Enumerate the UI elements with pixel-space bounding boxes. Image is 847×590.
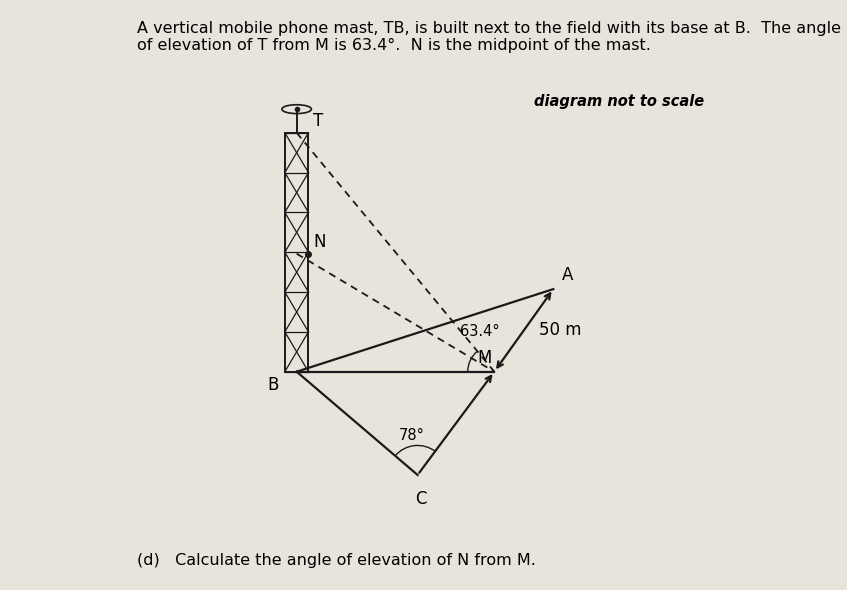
Text: A: A [562,266,573,284]
Text: (d)   Calculate the angle of elevation of N from M.: (d) Calculate the angle of elevation of … [137,553,536,568]
Text: 63.4°: 63.4° [460,324,500,339]
Bar [285,133,308,372]
Text: C: C [415,490,426,508]
Text: B: B [268,376,279,395]
Text: N: N [313,233,325,251]
Text: A vertical mobile phone mast, TB, is built next to the field with its base at B.: A vertical mobile phone mast, TB, is bui… [137,21,841,53]
Text: 78°: 78° [399,428,424,442]
Text: diagram not to scale: diagram not to scale [534,94,704,109]
Text: M: M [478,349,492,367]
Text: 50 m: 50 m [539,322,581,339]
Text: T: T [313,112,323,130]
